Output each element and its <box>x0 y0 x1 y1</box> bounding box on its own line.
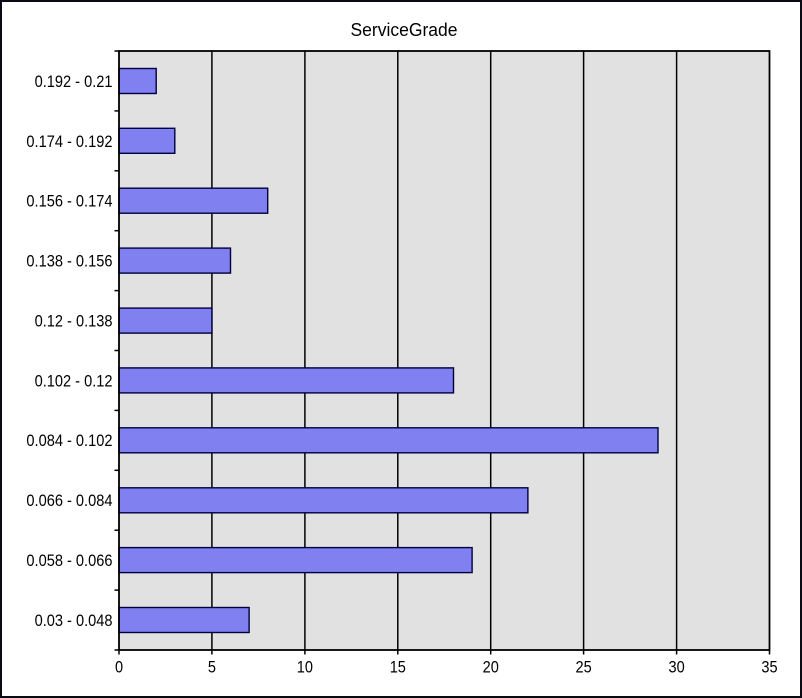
svg-text:0: 0 <box>115 659 123 677</box>
svg-text:0.058 - 0.066: 0.058 - 0.066 <box>26 552 112 570</box>
svg-text:35: 35 <box>761 659 777 677</box>
svg-text:0.03 - 0.048: 0.03 - 0.048 <box>35 612 113 630</box>
svg-text:ServiceGrade: ServiceGrade <box>351 20 458 40</box>
svg-text:0.156 - 0.174: 0.156 - 0.174 <box>26 193 112 211</box>
svg-text:0.174 - 0.192: 0.174 - 0.192 <box>26 133 112 151</box>
svg-text:20: 20 <box>483 659 499 677</box>
svg-text:0.066 - 0.084: 0.066 - 0.084 <box>26 492 112 510</box>
svg-text:10: 10 <box>297 659 313 677</box>
svg-text:0.138 - 0.156: 0.138 - 0.156 <box>26 253 112 271</box>
svg-text:30: 30 <box>669 659 685 677</box>
svg-text:0.12 - 0.138: 0.12 - 0.138 <box>35 312 113 330</box>
svg-text:0.102 - 0.12: 0.102 - 0.12 <box>35 372 113 390</box>
svg-text:15: 15 <box>390 659 406 677</box>
svg-text:0.084 - 0.102: 0.084 - 0.102 <box>26 432 112 450</box>
svg-text:5: 5 <box>208 659 216 677</box>
svg-text:25: 25 <box>576 659 592 677</box>
svg-text:0.192 - 0.21: 0.192 - 0.21 <box>35 73 113 91</box>
